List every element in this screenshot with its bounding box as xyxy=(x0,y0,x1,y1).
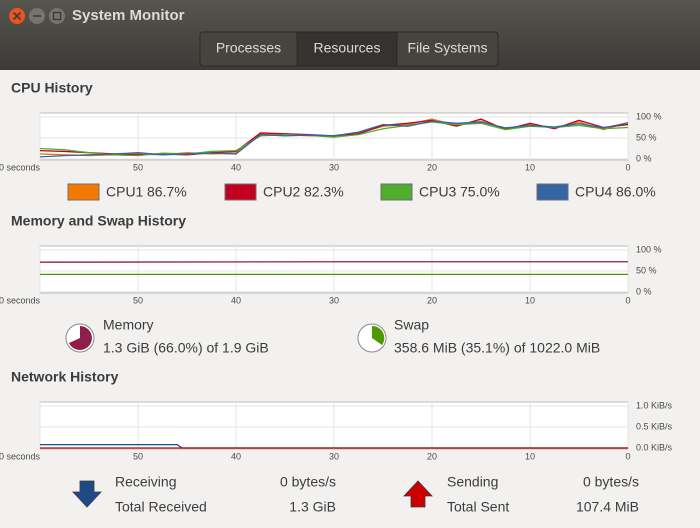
x-tick-label: 0 xyxy=(625,295,630,305)
cpu-name: CPU1 xyxy=(106,184,144,200)
cpu-usage: 86.0% xyxy=(616,184,656,200)
y-tick-label: 100 % xyxy=(636,244,662,254)
x-tick-label: 50 xyxy=(133,451,143,461)
x-tick-label: 40 xyxy=(231,451,241,461)
memory-name: Swap xyxy=(394,317,429,333)
network-total-label: Total Received xyxy=(115,499,207,515)
x-tick-label: 10 xyxy=(525,451,535,461)
x-tick-label: 50 xyxy=(133,162,143,172)
network-rate: 0 bytes/s xyxy=(583,474,639,490)
x-tick-label: 30 xyxy=(329,451,339,461)
tab[interactable]: Resources xyxy=(314,40,381,56)
x-tick-label: 10 xyxy=(525,295,535,305)
network-total-label: Total Sent xyxy=(447,499,509,515)
x-tick-label: 60 seconds xyxy=(0,162,40,172)
x-tick-label: 20 xyxy=(427,295,437,305)
graph-line xyxy=(39,121,629,157)
network-total: 107.4 MiB xyxy=(576,499,639,515)
color-swatch[interactable] xyxy=(380,183,413,201)
network-rate: 0 bytes/s xyxy=(280,474,336,490)
x-tick-label: 20 xyxy=(427,451,437,461)
cpu-usage: 82.3% xyxy=(304,184,344,200)
y-tick-label: 100 % xyxy=(636,111,662,121)
y-tick-label: 0 % xyxy=(636,153,652,163)
x-tick-label: 60 seconds xyxy=(0,451,40,461)
cpu-name: CPU2 xyxy=(263,184,301,200)
x-tick-label: 40 xyxy=(231,295,241,305)
x-tick-label: 60 seconds xyxy=(0,295,40,305)
window-title: System Monitor xyxy=(72,7,185,24)
color-swatch[interactable] xyxy=(67,183,100,201)
tab[interactable]: Processes xyxy=(216,40,281,56)
color-swatch[interactable] xyxy=(536,183,569,201)
y-tick-label: 50 % xyxy=(636,265,657,275)
network-name: Sending xyxy=(447,474,498,490)
maximize-icon xyxy=(52,11,62,21)
section-title: Network History xyxy=(11,369,119,385)
cpu-usage: 75.0% xyxy=(460,184,500,200)
network-arrow[interactable] xyxy=(72,480,102,508)
x-tick-label: 0 xyxy=(625,451,630,461)
cpu-usage: 86.7% xyxy=(147,184,187,200)
graph-line xyxy=(39,120,629,158)
cpu-name: CPU4 xyxy=(575,184,613,200)
x-tick-label: 50 xyxy=(133,295,143,305)
x-tick-label: 20 xyxy=(427,162,437,172)
y-tick-label: 1.0 KiB/s xyxy=(636,400,673,410)
color-swatch[interactable] xyxy=(224,183,257,201)
x-tick-label: 10 xyxy=(525,162,535,172)
cpu-name: CPU3 xyxy=(419,184,457,200)
x-tick-label: 30 xyxy=(329,162,339,172)
x-tick-label: 30 xyxy=(329,295,339,305)
usage-icon-slice xyxy=(69,326,92,350)
y-tick-label: 0 % xyxy=(636,286,652,296)
y-tick-label: 50 % xyxy=(636,132,657,142)
close-icon xyxy=(12,11,22,21)
memory-detail: 1.3 GiB (66.0%) of 1.9 GiB xyxy=(103,340,269,356)
tab[interactable]: File Systems xyxy=(407,40,487,56)
network-name: Receiving xyxy=(115,474,176,490)
section-title: CPU History xyxy=(11,80,93,96)
network-arrow[interactable] xyxy=(403,480,433,508)
maximize-button[interactable] xyxy=(49,8,65,24)
memory-detail: 358.6 MiB (35.1%) of 1022.0 MiB xyxy=(394,340,600,356)
section-title: Memory and Swap History xyxy=(11,213,186,229)
x-tick-label: 40 xyxy=(231,162,241,172)
x-tick-label: 0 xyxy=(625,162,630,172)
y-tick-label: 0.5 KiB/s xyxy=(636,421,673,431)
usage-icon-slice xyxy=(372,325,385,345)
network-total: 1.3 GiB xyxy=(289,499,336,515)
y-tick-label: 0.0 KiB/s xyxy=(636,442,673,452)
memory-name: Memory xyxy=(103,317,154,333)
